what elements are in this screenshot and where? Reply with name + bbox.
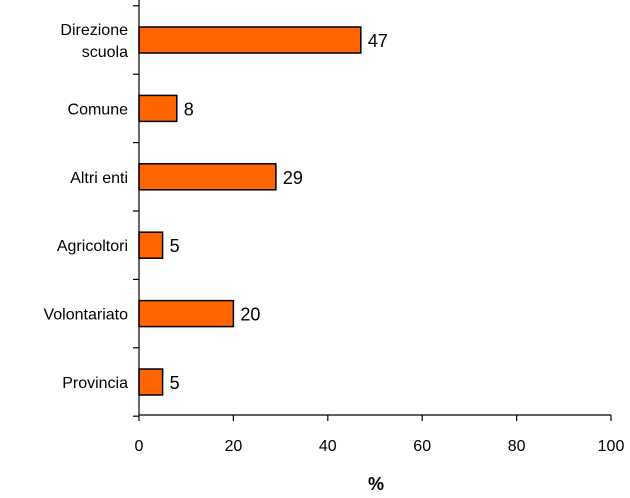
category-label-3: Agricoltori — [57, 238, 128, 255]
bar-0 — [138, 26, 362, 54]
value-label-5: 5 — [170, 373, 180, 393]
value-label-1: 8 — [184, 99, 194, 119]
value-label-3: 5 — [170, 236, 180, 256]
axes-group: 0 20 40 60 80 100 — [133, 0, 624, 455]
category-label-5: Provincia — [62, 375, 128, 392]
value-label-0: 47 — [368, 31, 388, 51]
category-label-0: Direzione scuola — [60, 22, 128, 61]
bar-2 — [138, 163, 277, 191]
x-tick-label-5: 100 — [598, 438, 625, 455]
bars-group — [138, 26, 362, 396]
x-tick-label-1: 20 — [225, 438, 243, 455]
x-tick-label-4: 80 — [508, 438, 526, 455]
value-label-4: 20 — [240, 305, 260, 325]
x-tick-label-0: 0 — [135, 438, 144, 455]
category-label-4: Volontariato — [43, 307, 128, 324]
category-labels-group: Direzione scuola Comune Altri enti Agricolto… — [43, 22, 128, 392]
value-labels-group: 47 8 29 5 20 5 — [170, 31, 388, 393]
category-label-2: Altri enti — [70, 170, 128, 187]
bar-5 — [138, 368, 164, 396]
value-label-2: 29 — [283, 168, 303, 188]
x-tick-label-2: 40 — [319, 438, 337, 455]
x-axis-title: % — [368, 474, 384, 494]
bar-3 — [138, 231, 164, 259]
x-tick-label-3: 60 — [413, 438, 431, 455]
bar-4 — [138, 299, 235, 328]
category-label-1: Comune — [68, 101, 129, 118]
bar-1 — [138, 94, 178, 123]
